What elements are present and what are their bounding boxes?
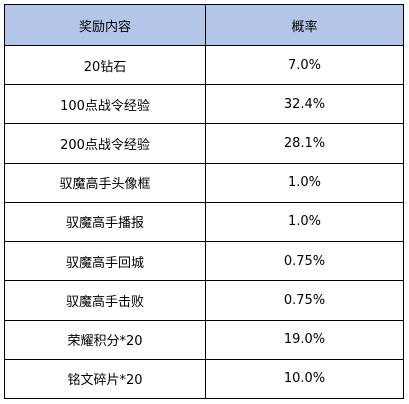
table-row: 20钻石 7.0% bbox=[4, 44, 404, 86]
probability-cell: 1.0% bbox=[205, 201, 404, 243]
reward-cell: 驭魔高手回城 bbox=[4, 241, 206, 282]
reward-cell: 20钻石 bbox=[4, 44, 206, 86]
reward-cell: 200点战令经验 bbox=[4, 123, 206, 164]
probability-cell: 0.75% bbox=[205, 280, 404, 321]
table-row: 200点战令经验 28.1% bbox=[4, 123, 404, 164]
reward-probability-table: 奖励内容 概率 20钻石 7.0% 100点战令经验 32.4% 200点战令经… bbox=[4, 4, 404, 400]
reward-cell: 铭文碎片*20 bbox=[4, 358, 206, 400]
probability-cell: 0.75% bbox=[205, 241, 404, 282]
table-row: 驭魔高手播报 1.0% bbox=[4, 201, 404, 243]
probability-cell: 1.0% bbox=[205, 162, 404, 203]
reward-cell: 荣耀积分*20 bbox=[4, 319, 206, 360]
table-row: 驭魔高手回城 0.75% bbox=[4, 241, 404, 282]
table-header-row: 奖励内容 概率 bbox=[4, 4, 404, 46]
table-row: 驭魔高手击败 0.75% bbox=[4, 280, 404, 321]
probability-cell: 19.0% bbox=[205, 319, 404, 360]
probability-cell: 32.4% bbox=[205, 84, 404, 125]
table-row: 驭魔高手头像框 1.0% bbox=[4, 162, 404, 203]
column-header-probability: 概率 bbox=[205, 4, 404, 46]
reward-cell: 驭魔高手头像框 bbox=[4, 162, 206, 203]
table-row: 荣耀积分*20 19.0% bbox=[4, 319, 404, 360]
table-row: 100点战令经验 32.4% bbox=[4, 84, 404, 125]
probability-cell: 7.0% bbox=[205, 44, 404, 86]
column-header-reward: 奖励内容 bbox=[4, 4, 206, 46]
table-row: 铭文碎片*20 10.0% bbox=[4, 358, 404, 400]
probability-cell: 28.1% bbox=[205, 123, 404, 164]
reward-cell: 100点战令经验 bbox=[4, 84, 206, 125]
reward-cell: 驭魔高手播报 bbox=[4, 201, 206, 243]
probability-cell: 10.0% bbox=[205, 358, 404, 400]
reward-cell: 驭魔高手击败 bbox=[4, 280, 206, 321]
